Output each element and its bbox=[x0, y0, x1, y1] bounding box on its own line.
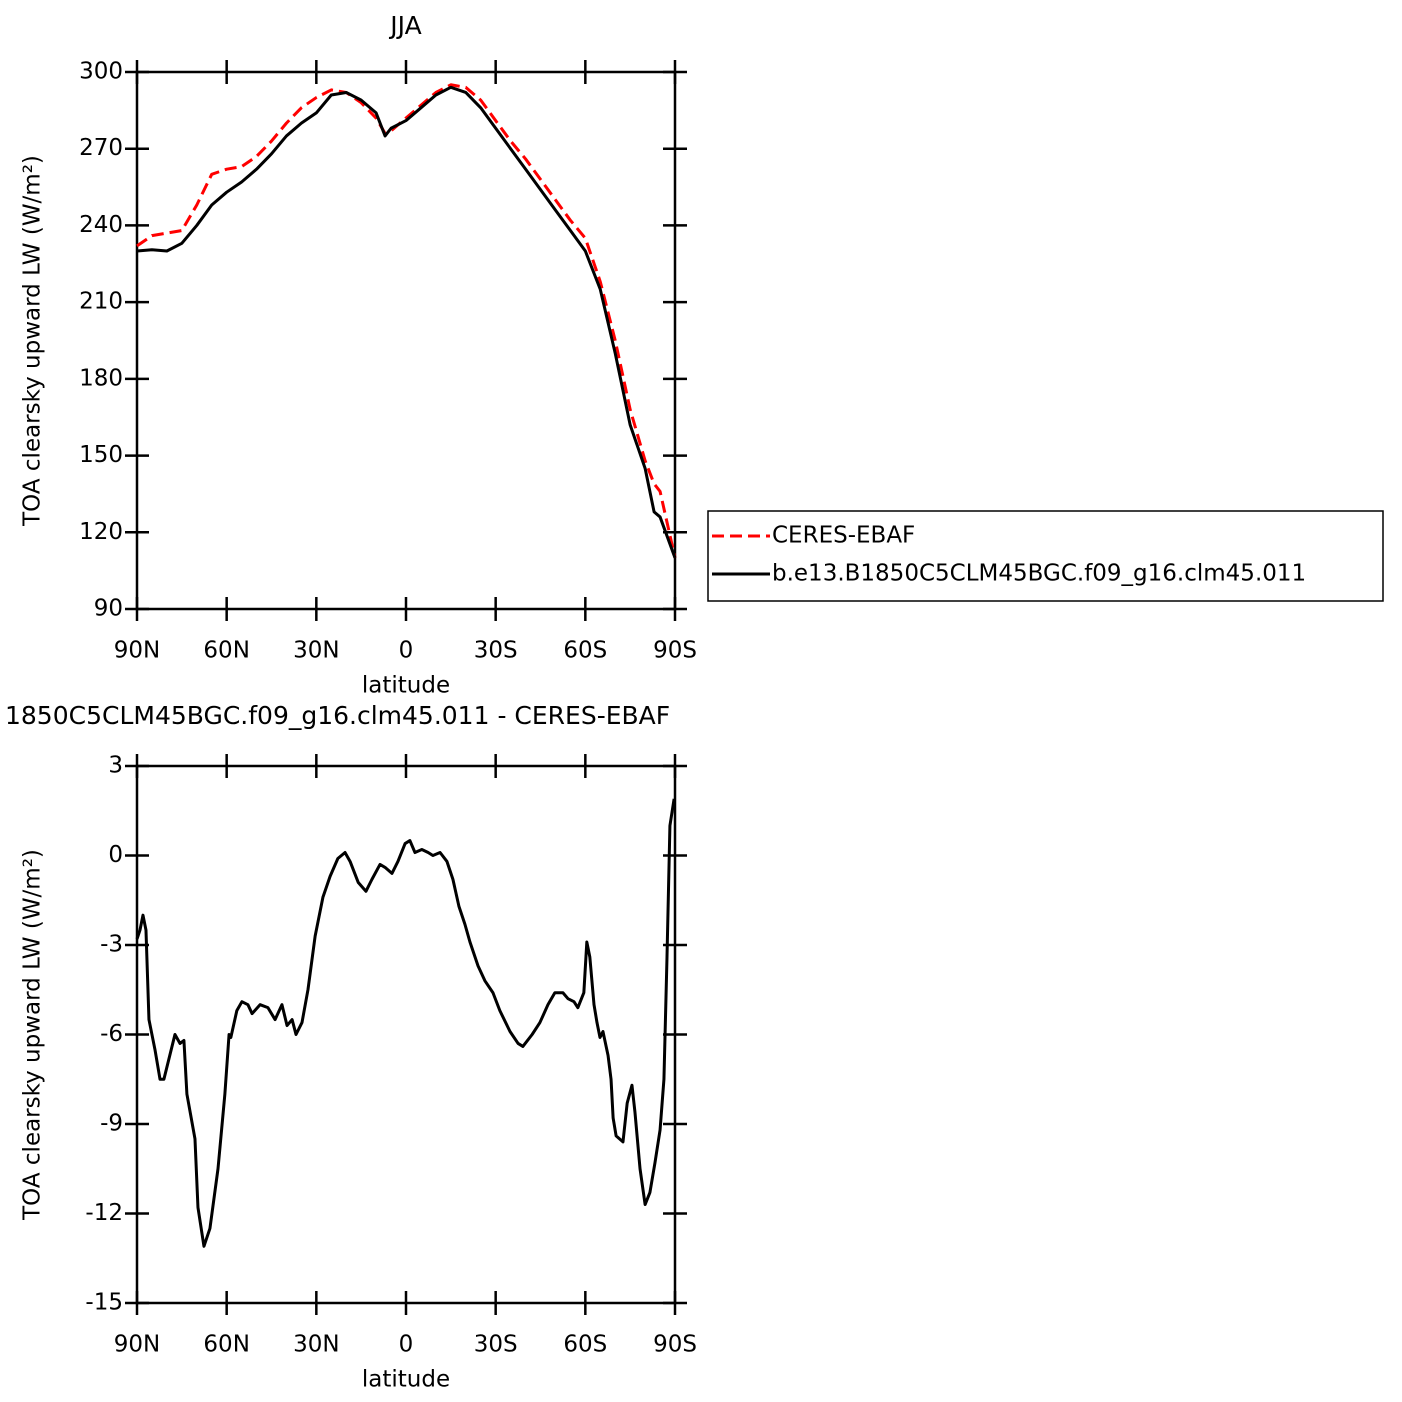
y-tick-label: 120 bbox=[79, 519, 123, 545]
x-axis-label: latitude bbox=[362, 1367, 450, 1393]
y-tick-label: 0 bbox=[108, 842, 123, 868]
x-axis-label: latitude bbox=[362, 673, 450, 699]
chart-title: 1850C5CLM45BGC.f09_g16.clm45.011 - CERES… bbox=[5, 701, 670, 730]
series-line bbox=[136, 85, 677, 559]
series-line bbox=[135, 798, 676, 1248]
plot-frame bbox=[135, 70, 677, 611]
y-tick-label: 240 bbox=[79, 212, 123, 238]
series-line bbox=[136, 83, 677, 559]
x-tick-label: 90S bbox=[653, 638, 697, 664]
legend-label: CERES-EBAF bbox=[772, 523, 915, 549]
x-tick-label: 60S bbox=[563, 638, 607, 664]
y-tick-label: 270 bbox=[79, 135, 123, 161]
x-tick-label: 90N bbox=[114, 638, 160, 664]
legend-label: b.e13.B1850C5CLM45BGC.f09_g16.clm45.011 bbox=[772, 561, 1306, 587]
x-tick-label: 30S bbox=[474, 1332, 518, 1358]
y-tick-label: -6 bbox=[100, 1021, 123, 1047]
x-tick-label: 60N bbox=[203, 638, 249, 664]
x-tick-label: 90S bbox=[653, 1332, 697, 1358]
x-tick-label: 30N bbox=[293, 1332, 339, 1358]
y-axis-label: TOA clearsky upward LW (W/m²) bbox=[20, 155, 46, 527]
plot-frame bbox=[135, 764, 677, 1305]
x-tick-label: 90N bbox=[114, 1332, 160, 1358]
y-tick-label: 150 bbox=[79, 442, 123, 468]
x-tick-label: 60N bbox=[203, 1332, 249, 1358]
y-tick-label: -15 bbox=[85, 1290, 123, 1316]
x-tick-label: 30N bbox=[293, 638, 339, 664]
y-tick-label: 300 bbox=[79, 59, 123, 85]
x-tick-label: 30S bbox=[474, 638, 518, 664]
y-tick-label: 90 bbox=[94, 596, 123, 622]
y-tick-label: 3 bbox=[108, 753, 123, 779]
x-tick-label: 0 bbox=[399, 1332, 414, 1358]
y-tick-label: 180 bbox=[79, 365, 123, 391]
y-tick-label: -3 bbox=[100, 932, 123, 958]
y-tick-label: -12 bbox=[85, 1200, 123, 1226]
x-tick-label: 60S bbox=[563, 1332, 607, 1358]
x-tick-label: 0 bbox=[399, 638, 414, 664]
legend-box bbox=[707, 510, 1384, 602]
chart-title: JJA bbox=[388, 11, 421, 40]
y-tick-label: -9 bbox=[100, 1111, 123, 1137]
y-axis-label: TOA clearsky upward LW (W/m²) bbox=[20, 849, 46, 1221]
y-tick-label: 210 bbox=[79, 289, 123, 315]
